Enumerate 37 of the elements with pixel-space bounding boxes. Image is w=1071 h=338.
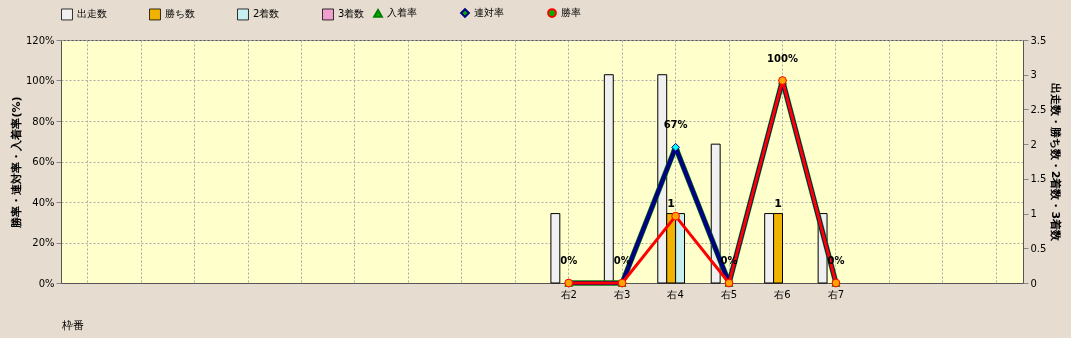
- y-axis-title: 勝率・連対率・入着率(%): [9, 96, 23, 229]
- legend-label: 勝ち数: [165, 8, 195, 20]
- point: [671, 211, 680, 221]
- x-tick-label: 右6: [774, 288, 791, 300]
- y2-tick-label: 2: [1030, 138, 1037, 150]
- legend-label: 入着率: [387, 7, 417, 19]
- y2-tick-label: 2.5: [1030, 103, 1047, 115]
- y-tick-label: 120%: [25, 34, 55, 46]
- y2-axis-title: 出走数・勝ち数・2着数・3着数: [1049, 82, 1063, 243]
- y2-tick-label: 0: [1030, 277, 1037, 289]
- legend-label: 出走数: [77, 8, 107, 20]
- y2-tick-label: 1.5: [1030, 173, 1047, 185]
- x-tick-label: 右2: [560, 288, 577, 300]
- y-tick-label: 20%: [32, 237, 55, 248]
- y-tick-label: 0%: [38, 277, 55, 289]
- y2-tick-label: 1: [1030, 208, 1037, 220]
- data-label: 0%: [560, 255, 578, 266]
- y2-tick-label: 0.5: [1030, 242, 1047, 254]
- x-tick-label: 右7: [827, 288, 845, 300]
- y-tick-label: 80%: [32, 115, 55, 127]
- y2-tick-label: 3.5: [1030, 34, 1047, 46]
- legend-label: 3着数: [338, 8, 365, 20]
- x-axis-title: 枠番: [60, 318, 84, 332]
- legend-label: 勝率: [561, 7, 581, 19]
- x-tick-label: 右5: [720, 288, 738, 300]
- legend-label: 連対率: [474, 7, 504, 19]
- data-label: 100%: [767, 52, 798, 64]
- bar: [550, 213, 561, 284]
- x-tick-label: 右4: [667, 288, 684, 300]
- y-tick-label: 60%: [32, 156, 55, 167]
- legend-label: 2着数: [253, 8, 280, 20]
- data-label: 1: [774, 196, 782, 210]
- y2-tick-label: 3: [1030, 69, 1037, 81]
- x-tick-label: 右3: [613, 288, 631, 300]
- y-tick-label: 100%: [25, 75, 55, 86]
- y-tick-label: 40%: [32, 196, 55, 208]
- data-label: 1: [667, 196, 675, 210]
